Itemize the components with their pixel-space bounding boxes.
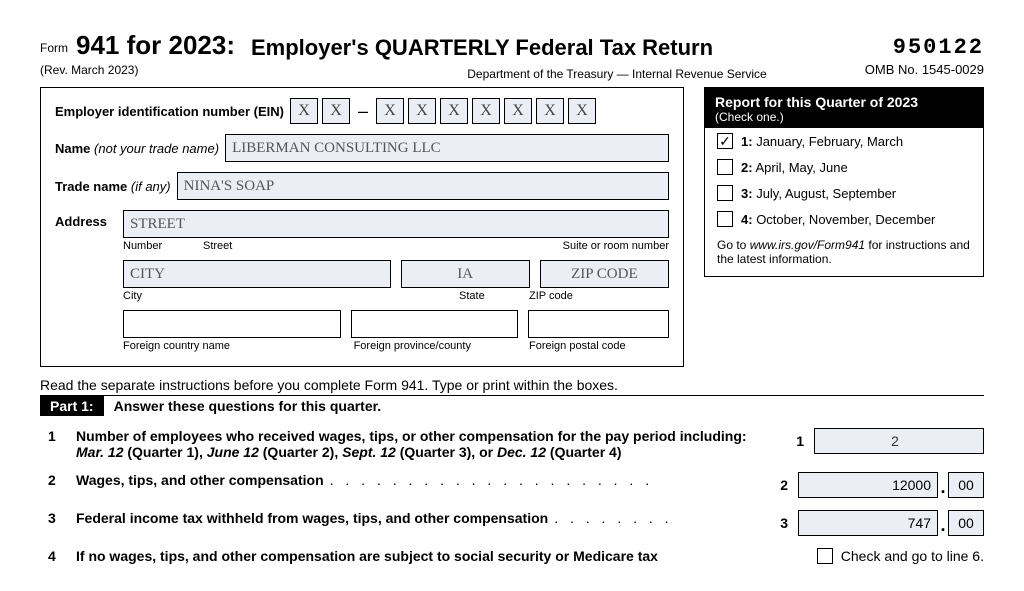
checkbox-icon[interactable]	[717, 159, 733, 175]
ein-digit[interactable]: X	[536, 98, 564, 124]
form-number-year: 941 for 2023:	[76, 30, 235, 61]
quarter-option-4[interactable]: 4: October, November, December	[705, 206, 983, 232]
ein-digit[interactable]: X	[322, 98, 350, 124]
line1-value[interactable]: 2	[814, 428, 984, 454]
quarter-option-3[interactable]: 3: July, August, September	[705, 180, 983, 206]
foreign-postal-field[interactable]	[528, 310, 669, 338]
ein-digit[interactable]: X	[376, 98, 404, 124]
sub-fz: Foreign postal code	[529, 340, 669, 352]
trade-name-label: Trade name (if any)	[55, 179, 171, 194]
line2-value[interactable]: 12000 . 00	[798, 472, 984, 498]
line-2: 2 Wages, tips, and other compensation . …	[40, 472, 984, 498]
line-3: 3 Federal income tax withheld from wages…	[40, 510, 984, 536]
instructions-text: Read the separate instructions before yo…	[40, 377, 984, 393]
form-subtitle: Employer's QUARTERLY Federal Tax Return	[251, 35, 713, 61]
ein-digit[interactable]: X	[408, 98, 436, 124]
quarter-option-1[interactable]: ✓ 1: January, February, March	[705, 128, 983, 154]
checkbox-icon[interactable]	[717, 185, 733, 201]
part1-bar: Part 1: Answer these questions for this …	[40, 395, 984, 416]
checkbox-icon[interactable]	[717, 211, 733, 227]
sub-state: State	[459, 290, 519, 302]
trade-name-field[interactable]: NINA'S SOAP	[177, 172, 669, 200]
sub-street: Street	[203, 240, 563, 252]
sub-number: Number	[123, 240, 203, 252]
quarter-option-2[interactable]: 2: April, May, June	[705, 154, 983, 180]
ein-field[interactable]: X X – X X X X X X X	[290, 98, 596, 124]
part1-label: Part 1:	[40, 396, 104, 416]
city-field[interactable]: CITY	[123, 260, 391, 288]
ein-digit[interactable]: X	[440, 98, 468, 124]
name-field[interactable]: LIBERMAN CONSULTING LLC	[225, 134, 669, 162]
checkbox-icon[interactable]: ✓	[717, 133, 733, 149]
foreign-country-field[interactable]	[123, 310, 341, 338]
sub-zip: ZIP code	[529, 290, 669, 302]
line4-check-label: Check and go to line 6.	[841, 548, 984, 564]
ein-digit[interactable]: X	[472, 98, 500, 124]
omb-number: OMB No. 1545-0029	[865, 62, 984, 77]
sub-city: City	[123, 290, 449, 302]
form-word: Form	[40, 41, 68, 55]
quarter-box: Report for this Quarter of 2023 (Check o…	[704, 87, 984, 277]
foreign-province-field[interactable]	[351, 310, 518, 338]
name-label: Name (not your trade name)	[55, 141, 219, 156]
street-field[interactable]: STREET	[123, 210, 669, 238]
employer-box: Employer identification number (EIN) X X…	[40, 87, 684, 367]
ein-digit[interactable]: X	[504, 98, 532, 124]
ein-digit[interactable]: X	[290, 98, 318, 124]
sub-fc: Foreign country name	[123, 340, 344, 352]
line-4: 4 If no wages, tips, and other compensat…	[40, 548, 984, 564]
part1-text: Answer these questions for this quarter.	[104, 398, 382, 414]
quarter-note: Go to www.irs.gov/Form941 for instructio…	[705, 232, 983, 266]
form-code: 950122	[865, 35, 984, 60]
ein-label: Employer identification number (EIN)	[55, 104, 284, 119]
quarter-header: Report for this Quarter of 2023 (Check o…	[705, 88, 983, 128]
ein-dash: –	[354, 101, 372, 122]
sub-suite: Suite or room number	[563, 240, 669, 252]
line4-checkbox[interactable]	[817, 548, 833, 564]
ein-digit[interactable]: X	[568, 98, 596, 124]
sub-fp: Foreign province/county	[354, 340, 519, 352]
line3-value[interactable]: 747 . 00	[798, 510, 984, 536]
line-1: 1 Number of employees who received wages…	[40, 428, 984, 460]
zip-field[interactable]: ZIP CODE	[540, 260, 669, 288]
state-field[interactable]: IA	[401, 260, 530, 288]
address-label: Address	[55, 214, 117, 229]
